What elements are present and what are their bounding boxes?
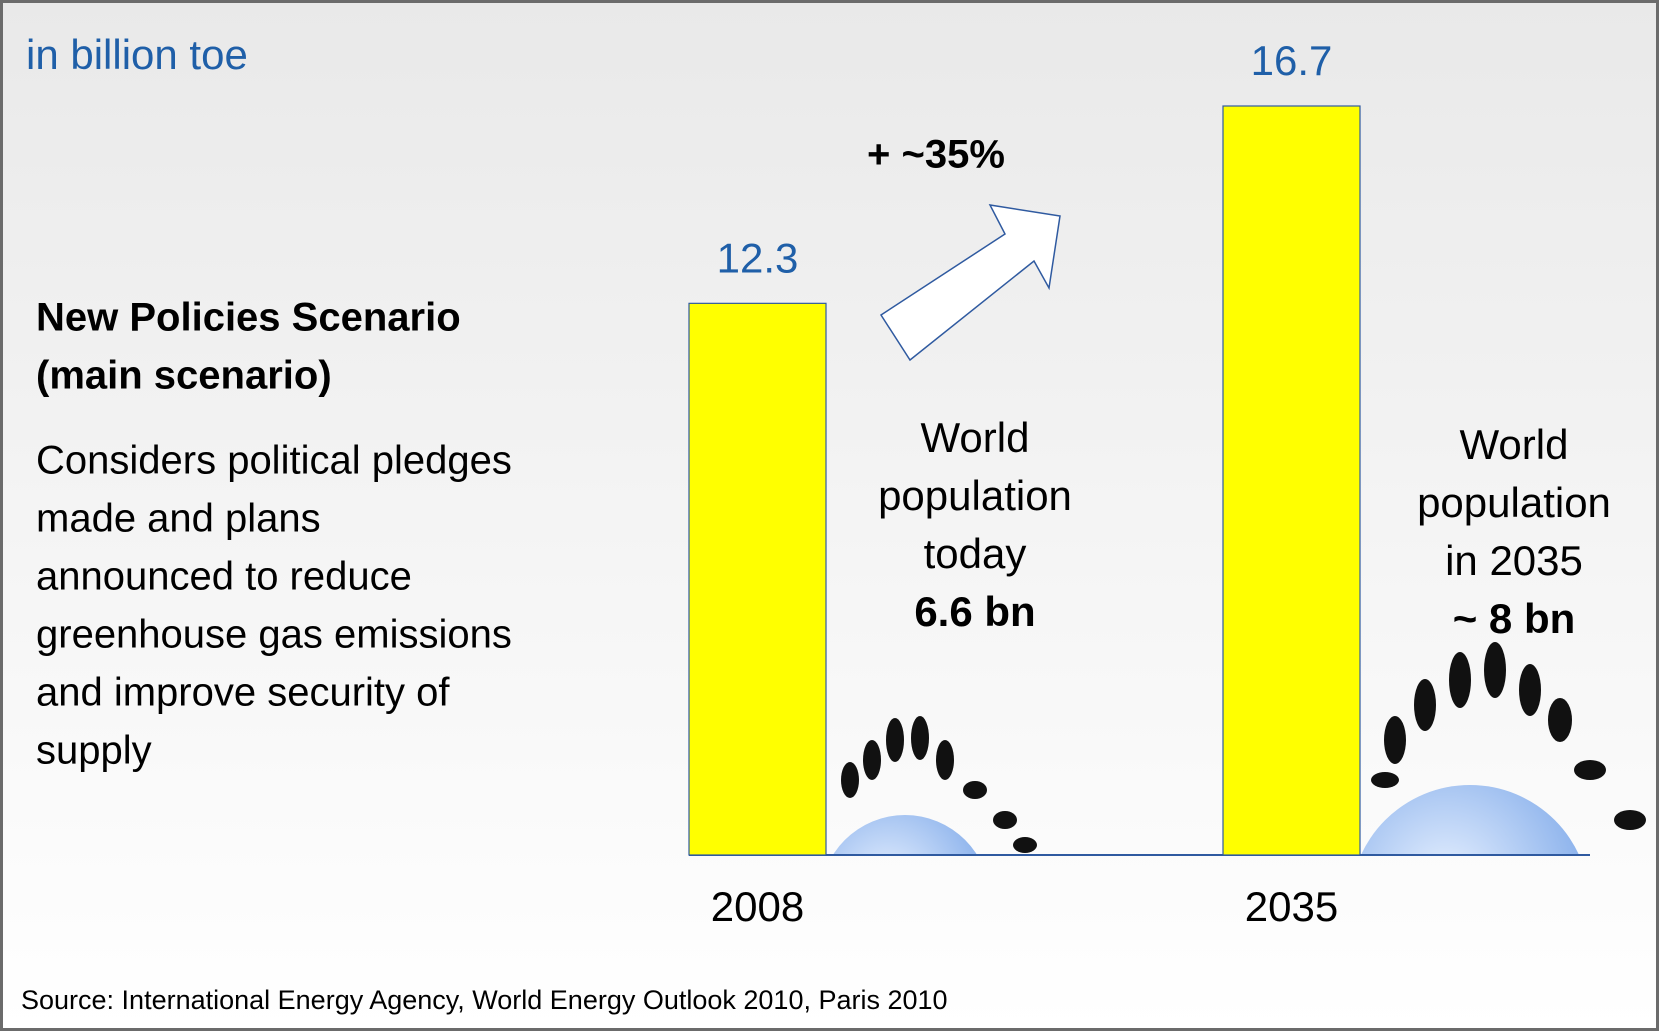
people xyxy=(841,716,1037,853)
bar xyxy=(688,302,827,856)
population-figure: 6.6 bn xyxy=(914,588,1035,635)
bar xyxy=(1222,105,1361,856)
source: Source: International Energy Agency, Wor… xyxy=(21,985,948,1015)
scenario-description: Considers political pledges xyxy=(36,439,512,483)
population-text: today xyxy=(924,530,1027,577)
population-text: World xyxy=(1460,421,1569,468)
subtitle: in billion toe xyxy=(26,31,248,78)
category-label: 2008 xyxy=(711,883,804,930)
globe xyxy=(1360,785,1580,855)
globe xyxy=(832,815,978,855)
scenario-description: and improve security of xyxy=(36,671,450,715)
scenario-description: greenhouse gas emissions xyxy=(36,613,512,657)
value-label: 12.3 xyxy=(717,234,799,281)
value-label: 16.7 xyxy=(1251,37,1333,84)
scenario-title: New Policies Scenario xyxy=(36,296,461,340)
scenario-description: supply xyxy=(36,729,152,773)
globes xyxy=(832,642,1646,855)
population-text: in 2035 xyxy=(1445,537,1583,584)
population-text: population xyxy=(878,472,1072,519)
growth-arrow xyxy=(879,204,1061,362)
growth-annotation: + ~35% xyxy=(867,133,1005,177)
population-text: World xyxy=(921,414,1030,461)
people xyxy=(1371,642,1646,830)
category-label: 2035 xyxy=(1245,883,1338,930)
population-text: population xyxy=(1417,479,1611,526)
scenario-description: made and plans xyxy=(36,497,321,541)
population-figure: ~ 8 bn xyxy=(1453,595,1576,642)
scenario-description: announced to reduce xyxy=(36,555,412,599)
scenario-title: (main scenario) xyxy=(36,354,332,398)
